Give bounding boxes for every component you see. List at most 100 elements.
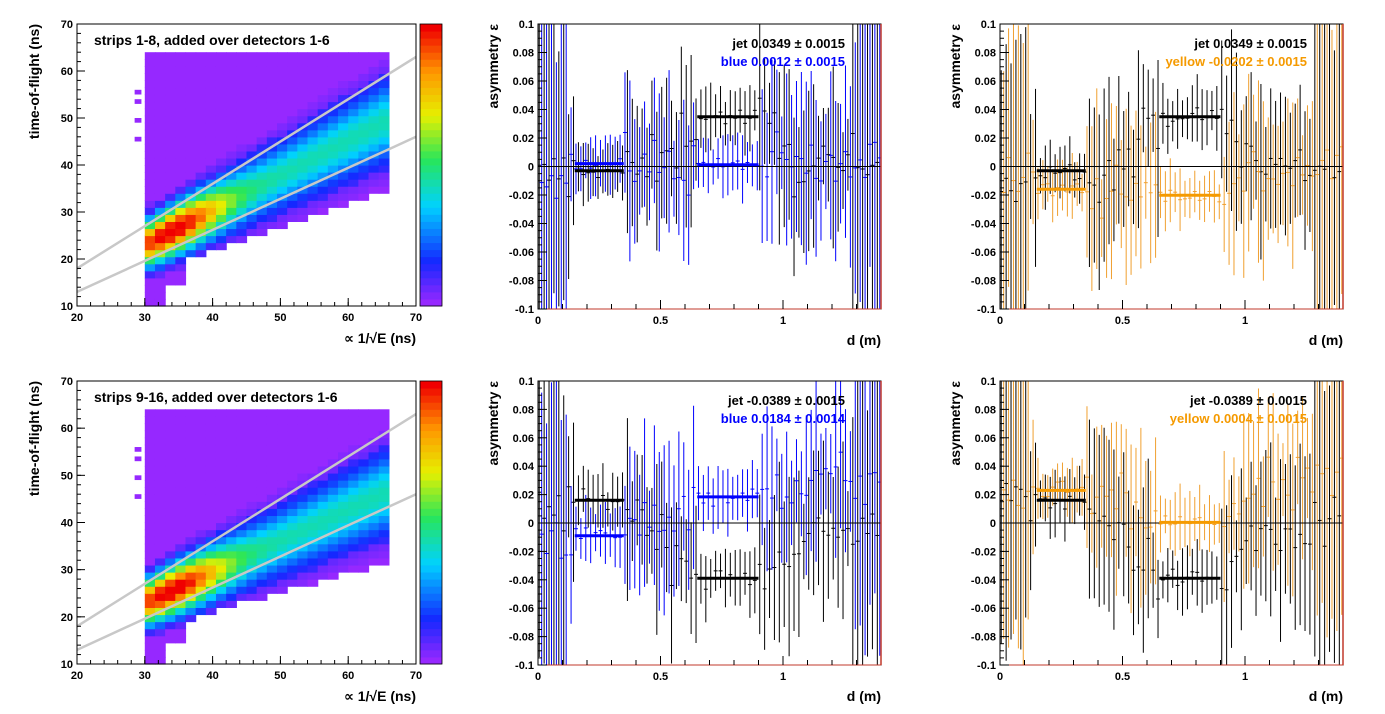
heatmap-bin [368, 458, 380, 467]
heatmap-bin [317, 522, 329, 531]
heatmap-bin [236, 564, 248, 573]
heatmap-bin [338, 416, 349, 425]
heatmap-bin [287, 472, 298, 481]
heatmap-bin [195, 472, 207, 481]
heatmap-bin [246, 529, 258, 538]
heatmap-bin [277, 458, 288, 467]
heatmap-bin [277, 108, 288, 117]
heatmap-bin [246, 543, 258, 552]
heatmap-bin [205, 66, 217, 74]
heatmap-bin [246, 536, 258, 545]
heatmap-bin [358, 451, 370, 460]
heatmap-bin [338, 536, 349, 545]
heatmap-bin [144, 179, 156, 187]
heatmap-bin [185, 150, 197, 159]
heatmap-bin [144, 649, 156, 658]
colorbar-cell [420, 45, 442, 53]
heatmap-bin [195, 150, 207, 159]
heatmap-bin [358, 143, 370, 152]
heatmap-bin [358, 108, 370, 117]
heatmap-bin [175, 242, 187, 251]
heatmap-bin [185, 501, 197, 509]
heatmap-bin [348, 529, 359, 538]
heatmap-bin [154, 621, 166, 630]
heatmap-bin [266, 458, 278, 467]
plot-title: strips 1-8, added over detectors 1-6 [94, 32, 330, 48]
heatmap-bin [165, 136, 176, 145]
y-tick-label: 0.02 [513, 490, 534, 502]
heatmap-bin [175, 122, 187, 131]
colorbar-cell [420, 249, 442, 258]
heatmap-bin [246, 172, 258, 180]
x-axis-label: ∝ 1/√E (ns) [344, 330, 416, 346]
heatmap-bin [358, 73, 370, 81]
heatmap-bin [185, 494, 197, 502]
heatmap-bin [277, 143, 288, 152]
heatmap-bin [195, 522, 207, 531]
x-tick-label: 70 [410, 670, 422, 682]
heatmap-bin [195, 572, 207, 580]
heatmap-bin [266, 522, 278, 531]
heatmap-bin [287, 409, 298, 417]
heatmap-bin [317, 550, 329, 559]
heatmap-bin [338, 480, 349, 488]
heatmap-bin [246, 179, 258, 187]
heatmap-bin [134, 118, 142, 123]
heatmap-bin [165, 621, 176, 630]
heatmap-bin [378, 543, 390, 552]
heatmap-bin [327, 150, 339, 159]
heatmap-bin [368, 557, 380, 566]
heatmap-bin [317, 451, 329, 460]
heatmap-bin [175, 87, 187, 96]
heatmap-bin [175, 59, 187, 67]
heatmap-bin [165, 501, 176, 509]
heatmap-bin [378, 52, 390, 60]
heatmap-bin [236, 458, 248, 467]
heatmap-bin [287, 579, 298, 587]
heatmap-bin [165, 508, 176, 517]
heatmap-bin [256, 543, 268, 552]
heatmap-bin [246, 550, 258, 559]
heatmap-bin [175, 416, 187, 425]
heatmap-bin [205, 494, 217, 502]
heatmap-bin [358, 522, 370, 531]
colorbar-cell [420, 129, 442, 138]
heatmap-bin [165, 214, 176, 222]
heatmap-bin [348, 143, 359, 152]
heatmap-bin [246, 480, 258, 488]
heatmap-bin [185, 572, 197, 580]
heatmap-bin [378, 515, 390, 524]
heatmap-bin [195, 228, 207, 237]
heatmap-bin [297, 157, 309, 166]
heatmap-bin [236, 80, 248, 89]
heatmap-bin [307, 529, 319, 538]
heatmap-bin [297, 494, 309, 502]
heatmap-bin [154, 614, 166, 623]
x-tick-label: 30 [139, 670, 151, 682]
heatmap-bin [154, 115, 166, 124]
heatmap-bin [165, 87, 176, 96]
panel-5: 0 0.5 1 -0.1 -0.08 -0.06 -0.04 -0.02 0 0.02 0.04 0.… [485, 376, 882, 704]
heatmap-bin [185, 115, 197, 124]
x-tick-label: 0 [535, 671, 541, 683]
heatmap-bin [175, 508, 187, 517]
heatmap-bin [185, 557, 197, 566]
heatmap-bin [175, 472, 187, 481]
heatmap-bin [175, 235, 187, 244]
heatmap-bin [205, 228, 217, 237]
heatmap-bin [226, 600, 237, 608]
heatmap-bin [256, 515, 268, 524]
heatmap-bin [215, 115, 227, 124]
colorbar-cell [420, 291, 442, 300]
heatmap-bin [338, 529, 349, 538]
heatmap-bin [154, 451, 166, 460]
heatmap-bin [144, 165, 156, 173]
heatmap-bin [338, 465, 349, 474]
heatmap-bin [236, 136, 248, 145]
heatmap-bin [368, 423, 380, 432]
heatmap-bin [348, 186, 359, 194]
heatmap-bin [144, 80, 156, 89]
heatmap-bin [205, 150, 217, 159]
heatmap-bin [256, 579, 268, 587]
heatmap-bin [348, 115, 359, 124]
